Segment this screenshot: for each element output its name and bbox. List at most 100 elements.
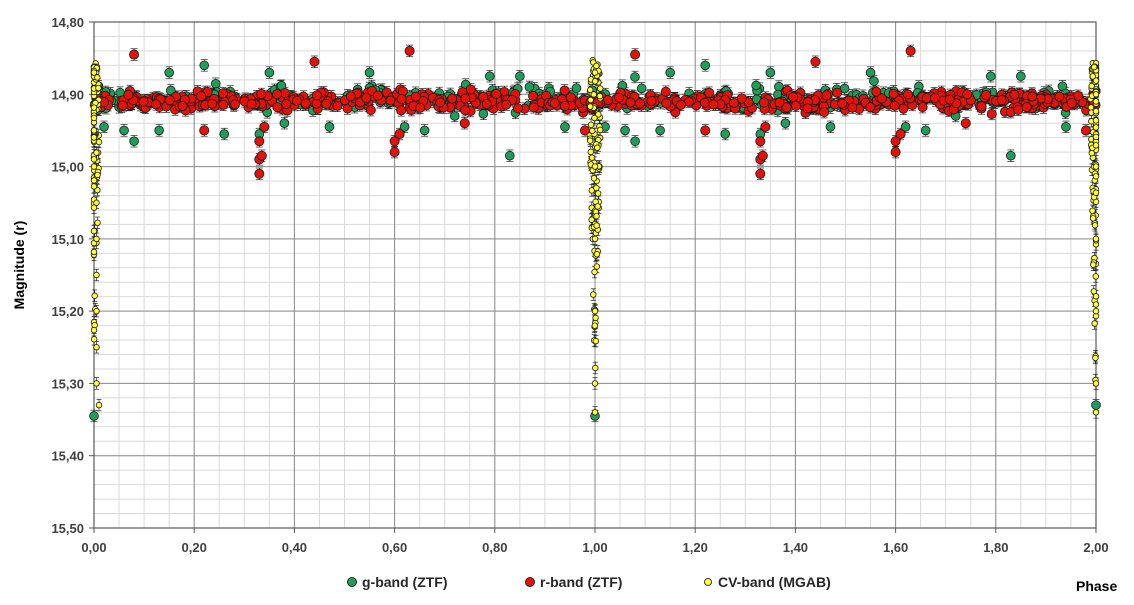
cv-band-point <box>1089 207 1096 215</box>
cv-band-point <box>1088 82 1095 90</box>
cv-band-point <box>587 103 594 110</box>
cv-band-point <box>95 138 103 146</box>
cv-band-point <box>588 154 596 161</box>
cv-band-point <box>90 326 98 334</box>
r-band-point <box>888 88 899 99</box>
cv-band-point <box>590 291 597 298</box>
r-band-point <box>661 98 672 109</box>
r-band-point <box>728 97 739 108</box>
r-band-point <box>129 49 140 60</box>
r-band-point <box>559 85 570 96</box>
g-band-point <box>164 67 174 78</box>
g-band-point <box>484 71 495 82</box>
r-band-point <box>199 125 210 136</box>
r-band-point <box>895 129 906 140</box>
r-band-point <box>1027 91 1038 102</box>
r-band-point <box>256 89 267 100</box>
g-band-point <box>825 122 836 132</box>
r-band-point <box>810 56 821 67</box>
cv-band-point <box>90 183 98 190</box>
cv-band-point <box>596 126 604 134</box>
r-band-point <box>832 87 843 98</box>
r-band-point <box>501 99 512 110</box>
cv-band-point <box>593 251 601 258</box>
g-band-point <box>264 67 275 78</box>
r-band-point <box>549 98 560 109</box>
r-band-point <box>394 129 405 140</box>
cv-band-points <box>90 57 1100 416</box>
g-band-point <box>505 150 515 161</box>
cv-band-point <box>90 114 98 122</box>
r-band-point <box>117 100 128 111</box>
x-tick-label: 2,00 <box>1083 540 1108 555</box>
cv-band-point <box>593 62 600 70</box>
cv-band-point <box>594 144 601 151</box>
r-band-point <box>1021 102 1032 113</box>
r-band-point <box>460 105 471 116</box>
r-band-point <box>332 100 343 111</box>
r-band-point <box>788 92 799 103</box>
y-tick-label: 15,40 <box>51 449 84 464</box>
r-band-point <box>986 108 997 119</box>
cv-band-point <box>593 212 600 220</box>
r-band-point <box>196 91 207 102</box>
r-band-point <box>630 49 641 60</box>
x-tick-label: 0,40 <box>282 540 307 555</box>
r-band-point <box>460 93 471 104</box>
r-band-point <box>256 150 267 161</box>
r-band-point <box>254 168 265 179</box>
cv-band-point <box>90 156 98 163</box>
r-band-point <box>613 92 624 103</box>
g-band-point <box>620 125 630 136</box>
cv-band-point <box>90 177 98 184</box>
r-band-point <box>389 147 400 158</box>
cv-band-point <box>593 184 600 192</box>
y-tick-label: 15,50 <box>51 521 84 536</box>
cv-band-point <box>588 216 595 223</box>
cv-band-point <box>587 121 595 128</box>
g-band-point <box>630 72 640 82</box>
r-band-point <box>996 95 1007 106</box>
r-band-point <box>481 98 492 109</box>
r-band-point <box>929 93 940 104</box>
r-band-point <box>921 93 932 104</box>
g-band-point <box>630 136 640 147</box>
r-band-point <box>917 102 928 113</box>
y-tick-label: 15,10 <box>51 232 84 247</box>
r-band-point <box>889 100 900 111</box>
cv-band-point <box>1091 320 1098 327</box>
cv-band-point <box>1091 222 1099 229</box>
r-band-point <box>944 94 955 105</box>
g-band-point <box>636 83 647 94</box>
r-band-point <box>254 136 265 147</box>
g-band-point <box>765 67 776 78</box>
r-band-point <box>819 107 830 118</box>
cv-band-point <box>591 322 599 329</box>
cv-band-point <box>590 91 598 98</box>
r-band-point <box>757 150 768 161</box>
g-band-point <box>99 122 109 132</box>
r-band-point <box>218 99 229 110</box>
g-band-point <box>364 67 375 78</box>
cv-band-point <box>93 149 100 156</box>
g-band-point <box>869 76 879 86</box>
cv-band-point <box>1092 354 1099 362</box>
r-band-point <box>218 88 229 99</box>
r-band-point <box>876 93 887 104</box>
cv-band-point <box>1089 215 1097 222</box>
r-band-point <box>981 89 992 100</box>
g-band-point <box>399 122 410 132</box>
r-band-point <box>207 98 218 109</box>
g-band-point <box>900 122 911 132</box>
r-band-point <box>177 101 188 112</box>
cv-band-point <box>1092 301 1100 308</box>
g-band-point <box>1061 122 1071 132</box>
g-band-point <box>279 118 290 128</box>
r-band-point <box>865 102 876 113</box>
cv-band-point <box>593 263 600 270</box>
x-tick-label: 1,60 <box>883 540 908 555</box>
r-band-point <box>774 97 785 108</box>
g-band-point <box>419 125 430 136</box>
g-band-point <box>839 83 850 94</box>
